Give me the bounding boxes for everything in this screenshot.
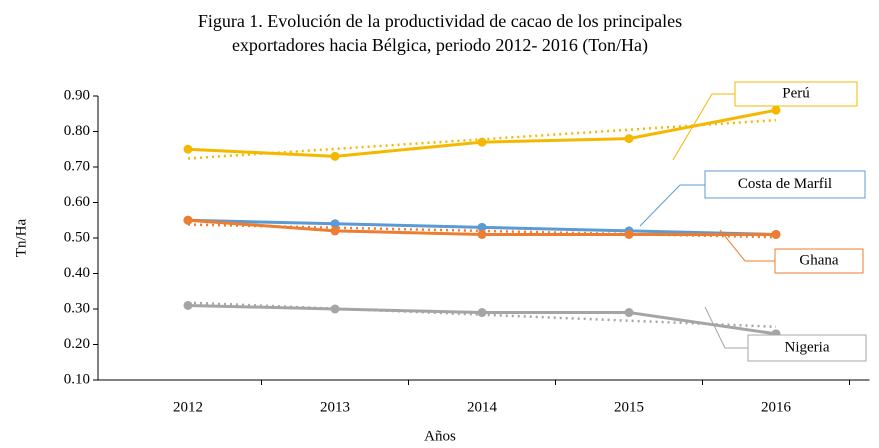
data-point bbox=[624, 229, 634, 239]
chart-title: exportadores hacia Bélgica, periodo 2012… bbox=[232, 35, 648, 56]
legend-box bbox=[774, 248, 864, 274]
x-tick-label: 2016 bbox=[761, 399, 792, 415]
series-line bbox=[187, 108, 777, 158]
legend-box bbox=[704, 170, 866, 199]
legend-box bbox=[747, 334, 867, 362]
data-point bbox=[183, 215, 193, 225]
data-point bbox=[477, 222, 487, 232]
y-tick-label: 0.40 bbox=[64, 265, 90, 281]
data-point bbox=[330, 226, 340, 236]
callout-leader bbox=[704, 306, 748, 349]
x-tick-label: 2014 bbox=[467, 399, 498, 415]
y-tick-label: 0.70 bbox=[64, 158, 90, 174]
y-tick-label: 0.90 bbox=[64, 87, 90, 103]
callout-leader bbox=[672, 93, 735, 161]
data-point bbox=[183, 300, 193, 310]
data-point bbox=[183, 144, 193, 154]
data-point bbox=[477, 137, 487, 147]
chart-title: Figura 1. Evolución de la productividad … bbox=[198, 11, 682, 31]
callout-leader bbox=[639, 184, 705, 227]
data-point bbox=[771, 229, 781, 239]
x-tick-label: 2015 bbox=[614, 399, 644, 415]
data-point bbox=[771, 105, 781, 115]
y-tick-label: 0.20 bbox=[64, 336, 90, 352]
data-point bbox=[477, 229, 487, 239]
callout-leader bbox=[719, 229, 775, 262]
data-point bbox=[477, 308, 487, 318]
y-tick-label: 0.80 bbox=[64, 123, 90, 139]
data-point bbox=[330, 304, 340, 314]
y-tick-label: 0.50 bbox=[64, 229, 90, 245]
y-axis-label: Tn/Ha bbox=[13, 219, 29, 258]
y-tick-label: 0.10 bbox=[64, 371, 90, 387]
legend-label: Nigeria bbox=[785, 339, 830, 355]
x-axis-label: Años bbox=[424, 428, 456, 444]
legend-label: Costa de Marfil bbox=[738, 176, 832, 192]
x-tick-label: 2013 bbox=[320, 399, 350, 415]
data-point bbox=[624, 308, 634, 318]
data-point bbox=[624, 134, 634, 144]
legend-box bbox=[734, 81, 858, 107]
y-tick-label: 0.30 bbox=[64, 300, 90, 316]
legend-label: Ghana bbox=[799, 252, 838, 268]
data-point bbox=[330, 151, 340, 161]
x-tick-label: 2012 bbox=[173, 399, 203, 415]
y-tick-label: 0.60 bbox=[64, 194, 90, 210]
data-point bbox=[330, 219, 340, 229]
legend-label: Perú bbox=[782, 85, 810, 101]
